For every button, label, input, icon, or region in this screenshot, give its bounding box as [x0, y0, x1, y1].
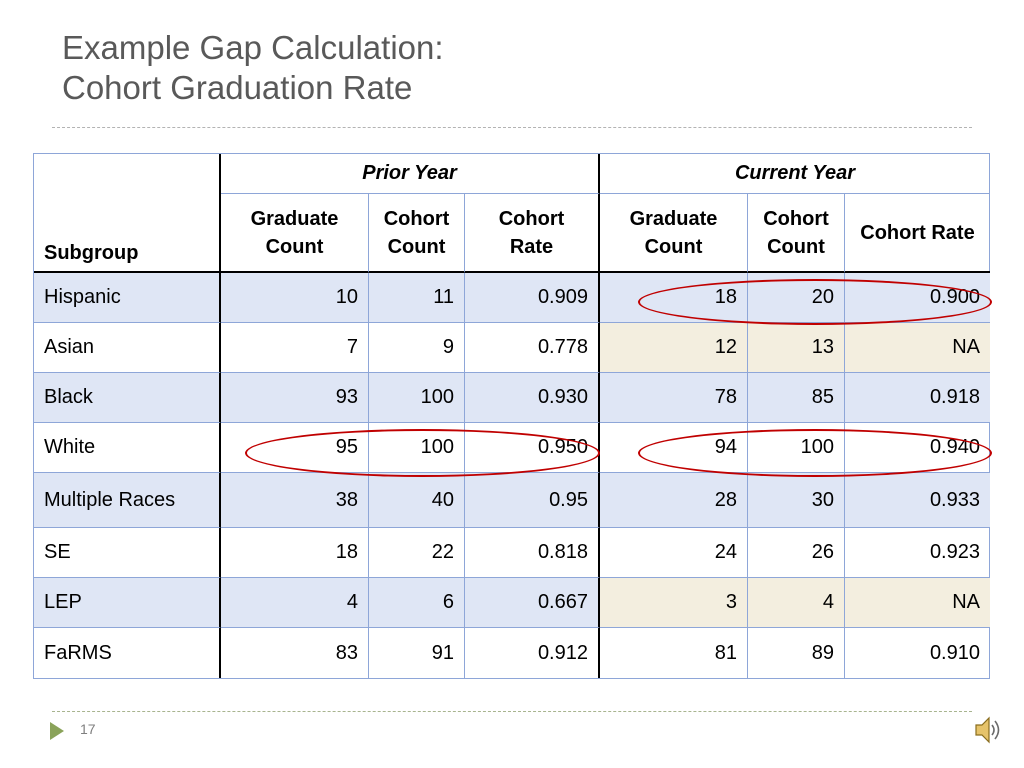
prior-graduate-count-header: Graduate Count [221, 194, 369, 273]
subgroup-cell: Asian [34, 323, 221, 373]
current-graduate-count-cell: 78 [600, 373, 748, 423]
prior-cohort-count-cell: 6 [369, 578, 465, 628]
prior-cohort-count-cell: 9 [369, 323, 465, 373]
prior-cohort-count-cell: 91 [369, 628, 465, 678]
current-cohort-count-cell: 4 [748, 578, 845, 628]
slide-title-line2: Cohort Graduation Rate [62, 69, 413, 106]
current-cohort-count-cell: 30 [748, 473, 845, 528]
current-cohort-rate-cell: 0.940 [845, 423, 990, 473]
current-cohort-count-cell: 89 [748, 628, 845, 678]
slide-title-line1: Example Gap Calculation: [62, 29, 444, 66]
prior-graduate-count-cell: 4 [221, 578, 369, 628]
prior-cohort-count-cell: 11 [369, 273, 465, 323]
prior-cohort-rate-cell: 0.818 [465, 528, 600, 578]
prior-graduate-count-cell: 38 [221, 473, 369, 528]
current-cohort-count-cell: 26 [748, 528, 845, 578]
subgroup-cell: LEP [34, 578, 221, 628]
prior-cohort-rate-cell: 0.930 [465, 373, 600, 423]
prior-cohort-rate-header: Cohort Rate [465, 194, 600, 273]
speaker-icon[interactable] [973, 714, 1003, 746]
prior-cohort-rate-cell: 0.95 [465, 473, 600, 528]
current-graduate-count-header: Graduate Count [600, 194, 748, 273]
subgroup-cell: Hispanic [34, 273, 221, 323]
current-cohort-count-header: Cohort Count [748, 194, 845, 273]
prior-cohort-count-cell: 22 [369, 528, 465, 578]
prior-cohort-count-cell: 100 [369, 373, 465, 423]
prior-graduate-count-cell: 95 [221, 423, 369, 473]
subgroup-cell: FaRMS [34, 628, 221, 678]
prior-graduate-count-cell: 93 [221, 373, 369, 423]
subgroup-cell: Black [34, 373, 221, 423]
current-cohort-count-cell: 13 [748, 323, 845, 373]
current-graduate-count-cell: 3 [600, 578, 748, 628]
current-cohort-rate-cell: 0.918 [845, 373, 990, 423]
current-graduate-count-cell: 94 [600, 423, 748, 473]
current-cohort-rate-header: Cohort Rate [845, 194, 990, 273]
prior-cohort-rate-cell: 0.912 [465, 628, 600, 678]
current-graduate-count-cell: 18 [600, 273, 748, 323]
prior-cohort-count-header: Cohort Count [369, 194, 465, 273]
current-cohort-count-cell: 20 [748, 273, 845, 323]
prior-cohort-rate-cell: 0.778 [465, 323, 600, 373]
subgroup-header: Subgroup [34, 154, 221, 273]
current-cohort-count-cell: 85 [748, 373, 845, 423]
current-cohort-rate-cell: NA [845, 578, 990, 628]
prior-graduate-count-cell: 7 [221, 323, 369, 373]
current-year-header: Current Year [600, 154, 990, 194]
prior-graduate-count-cell: 10 [221, 273, 369, 323]
prior-cohort-count-cell: 100 [369, 423, 465, 473]
page-number: 17 [80, 721, 96, 737]
prior-cohort-rate-cell: 0.667 [465, 578, 600, 628]
current-graduate-count-cell: 12 [600, 323, 748, 373]
current-graduate-count-cell: 24 [600, 528, 748, 578]
gap-calculation-table: Subgroup Prior Year Current Year Graduat… [33, 153, 990, 679]
current-cohort-rate-cell: 0.923 [845, 528, 990, 578]
subgroup-cell: SE [34, 528, 221, 578]
footer-divider [52, 711, 972, 712]
current-cohort-rate-cell: 0.933 [845, 473, 990, 528]
current-graduate-count-cell: 81 [600, 628, 748, 678]
play-arrow-icon[interactable] [50, 722, 64, 740]
subgroup-cell: White [34, 423, 221, 473]
prior-cohort-rate-cell: 0.909 [465, 273, 600, 323]
current-cohort-rate-cell: NA [845, 323, 990, 373]
title-divider [52, 127, 972, 128]
slide-title: Example Gap Calculation: Cohort Graduati… [62, 28, 444, 108]
subgroup-cell: Multiple Races [34, 473, 221, 528]
current-cohort-rate-cell: 0.910 [929, 641, 980, 664]
prior-graduate-count-cell: 18 [221, 528, 369, 578]
prior-cohort-rate-cell: 0.950 [465, 423, 600, 473]
current-graduate-count-cell: 28 [600, 473, 748, 528]
prior-year-header: Prior Year [221, 154, 600, 194]
current-cohort-count-cell: 100 [748, 423, 845, 473]
prior-cohort-count-cell: 40 [369, 473, 465, 528]
prior-graduate-count-cell: 83 [221, 628, 369, 678]
current-cohort-rate-cell: 0.900 [845, 273, 990, 323]
